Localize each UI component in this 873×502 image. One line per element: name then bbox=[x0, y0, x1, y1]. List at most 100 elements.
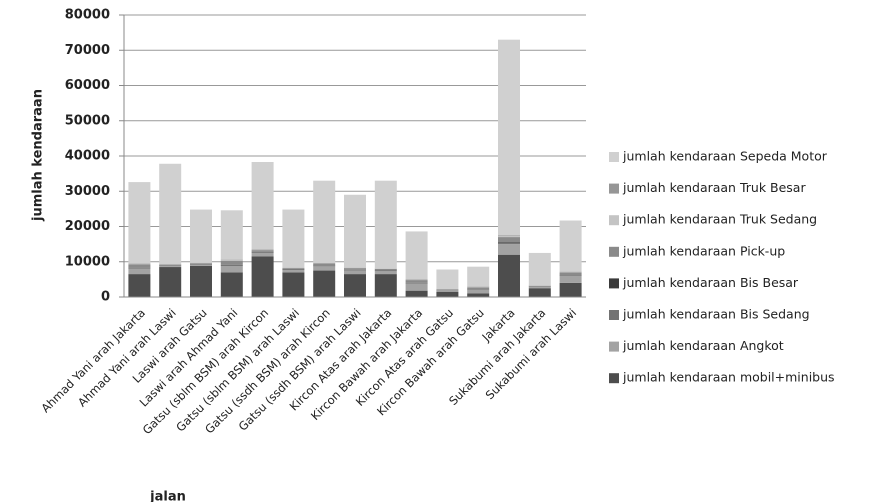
bar-segment bbox=[159, 264, 182, 266]
bar-segment bbox=[467, 286, 490, 288]
bar-segment bbox=[405, 231, 428, 280]
x-axis-title: jalan bbox=[149, 490, 186, 502]
bar-segment bbox=[220, 259, 243, 261]
bar-segment bbox=[159, 265, 182, 268]
bar-segment bbox=[436, 269, 459, 289]
bar-segment bbox=[251, 249, 274, 251]
legend-label: jumlah kendaraan Bis Sedang bbox=[622, 307, 810, 322]
bar-segment bbox=[559, 271, 582, 273]
bar-segment bbox=[251, 256, 274, 297]
legend-swatch bbox=[609, 183, 619, 194]
bar-segment bbox=[528, 285, 551, 287]
bar-segment bbox=[220, 265, 243, 273]
bar-segment bbox=[467, 293, 490, 297]
legend-swatch bbox=[609, 152, 619, 162]
bar-segment bbox=[559, 275, 582, 283]
legend-label: jumlah kendaraan Truk Sedang bbox=[622, 212, 817, 227]
bar-segment bbox=[498, 237, 520, 243]
legend-swatch bbox=[609, 341, 619, 352]
legend-label: jumlah kendaraan Sepeda Motor bbox=[622, 149, 828, 164]
legend-swatch bbox=[609, 278, 619, 289]
legend-label: jumlah kendaraan Bis Besar bbox=[622, 275, 799, 290]
bar-segment bbox=[220, 210, 243, 260]
bar-segment bbox=[251, 161, 274, 250]
bar-segment bbox=[282, 270, 305, 273]
y-axis-title: jumlah kendaraan bbox=[31, 89, 46, 222]
bar-segment bbox=[313, 263, 336, 266]
legend-swatch bbox=[609, 215, 619, 226]
bar-segment bbox=[559, 272, 582, 276]
legend-label: jumlah kendaraan Angkot bbox=[622, 338, 784, 353]
bar-segment bbox=[374, 268, 397, 271]
legend-label: jumlah kendaraan Pick-up bbox=[622, 243, 785, 258]
bar-segment bbox=[498, 236, 520, 238]
bar-segment bbox=[128, 268, 151, 269]
bar-segment bbox=[374, 180, 397, 269]
bar-segment bbox=[159, 163, 182, 265]
bar-segment bbox=[498, 39, 520, 236]
bar-segment bbox=[498, 235, 520, 237]
bar-segment bbox=[467, 289, 490, 294]
y-tick-label: 70000 bbox=[65, 43, 110, 58]
bar-segment bbox=[467, 287, 490, 290]
legend-label: jumlah kendaraan mobil+minibus bbox=[622, 370, 835, 385]
bar-segment bbox=[190, 265, 212, 297]
bar-segment bbox=[190, 209, 212, 263]
bar-segment bbox=[128, 274, 151, 297]
y-tick-label: 40000 bbox=[65, 149, 110, 164]
bar-segment bbox=[282, 209, 305, 268]
bar-segment bbox=[528, 288, 551, 297]
bar-segment bbox=[498, 244, 520, 255]
y-tick-label: 30000 bbox=[65, 184, 110, 199]
bar-segment bbox=[220, 265, 243, 266]
bar-segment bbox=[220, 272, 243, 297]
y-tick-label: 10000 bbox=[65, 254, 110, 269]
bar-segment bbox=[528, 252, 551, 286]
bar-segment bbox=[313, 265, 336, 267]
bar-segment bbox=[282, 268, 305, 270]
bar-segment bbox=[313, 270, 336, 297]
bar-segment bbox=[251, 252, 274, 257]
bar-segment bbox=[128, 263, 151, 265]
bar-segment bbox=[498, 242, 520, 244]
y-tick-label: 60000 bbox=[65, 78, 110, 93]
bar-segment bbox=[405, 279, 428, 281]
bar-segment bbox=[528, 287, 551, 289]
bar-segment bbox=[436, 290, 459, 292]
bar-segment bbox=[251, 252, 274, 253]
bar-segment bbox=[467, 266, 490, 287]
bar-segment bbox=[436, 289, 459, 291]
bar-segment bbox=[313, 180, 336, 263]
bar-segment bbox=[190, 263, 212, 265]
bar-segment bbox=[405, 290, 428, 297]
bar-segment bbox=[498, 254, 520, 297]
y-tick-label: 20000 bbox=[65, 219, 110, 234]
y-tick-label: 80000 bbox=[65, 8, 110, 23]
bar-segment bbox=[128, 264, 151, 268]
bar-segment bbox=[128, 268, 151, 275]
bar-segment bbox=[344, 270, 366, 275]
bar-segment bbox=[436, 291, 459, 297]
bar-segment bbox=[559, 220, 582, 272]
y-tick-label: 50000 bbox=[65, 113, 110, 128]
legend-swatch bbox=[609, 246, 619, 257]
bar-segment bbox=[313, 266, 336, 271]
bar-segment bbox=[405, 280, 428, 283]
bar-segment bbox=[159, 267, 182, 297]
bar-segment bbox=[282, 272, 305, 297]
bar-segment bbox=[251, 250, 274, 252]
legend-swatch bbox=[609, 310, 619, 320]
bar-segment bbox=[405, 283, 428, 291]
bar-segment bbox=[559, 282, 582, 297]
bar-segment bbox=[374, 271, 397, 275]
bar-segment bbox=[344, 268, 366, 270]
bar-segment bbox=[344, 274, 366, 297]
y-tick-label: 0 bbox=[101, 290, 110, 305]
legend-swatch bbox=[609, 373, 619, 384]
bar-segment bbox=[498, 243, 520, 245]
bar-segment bbox=[128, 182, 151, 264]
bar-segment bbox=[220, 260, 243, 265]
legend-label: jumlah kendaraan Truk Besar bbox=[622, 180, 806, 195]
bar-segment bbox=[344, 194, 366, 268]
